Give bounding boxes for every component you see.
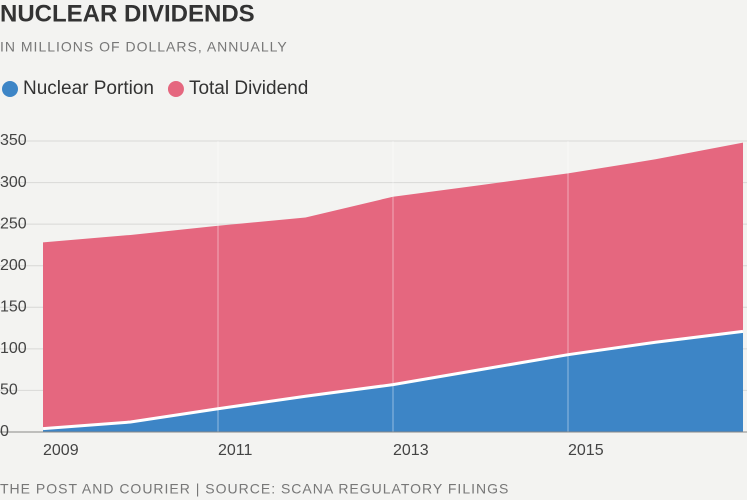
y-tick-label: 100 xyxy=(0,340,27,357)
y-tick-label: 0 xyxy=(0,423,9,440)
x-tick-label: 2013 xyxy=(393,442,429,459)
y-tick-label: 300 xyxy=(0,174,27,191)
legend-label: Total Dividend xyxy=(189,78,308,99)
area xyxy=(43,331,743,432)
source: THE POST AND COURIER | SOURCE: SCANA REG… xyxy=(0,481,509,497)
y-tick-label: 150 xyxy=(0,299,27,316)
chart-title: NUCLEAR DIVIDENDS xyxy=(0,0,255,27)
y-tick-label: 200 xyxy=(0,257,27,274)
x-tick-label: 2009 xyxy=(43,442,79,459)
x-tick-label: 2011 xyxy=(218,442,253,459)
y-tick-label: 50 xyxy=(0,382,18,399)
chart-subtitle: IN MILLIONS OF DOLLARS, ANNUALLY xyxy=(0,39,288,55)
legend-label: Nuclear Portion xyxy=(23,78,154,99)
y-tick-label: 350 xyxy=(0,132,27,149)
y-tick-label: 250 xyxy=(0,215,27,232)
area-edge xyxy=(42,329,744,431)
x-tick-label: 2015 xyxy=(568,442,604,459)
legend-swatch xyxy=(2,81,18,97)
legend-swatch xyxy=(167,81,184,97)
